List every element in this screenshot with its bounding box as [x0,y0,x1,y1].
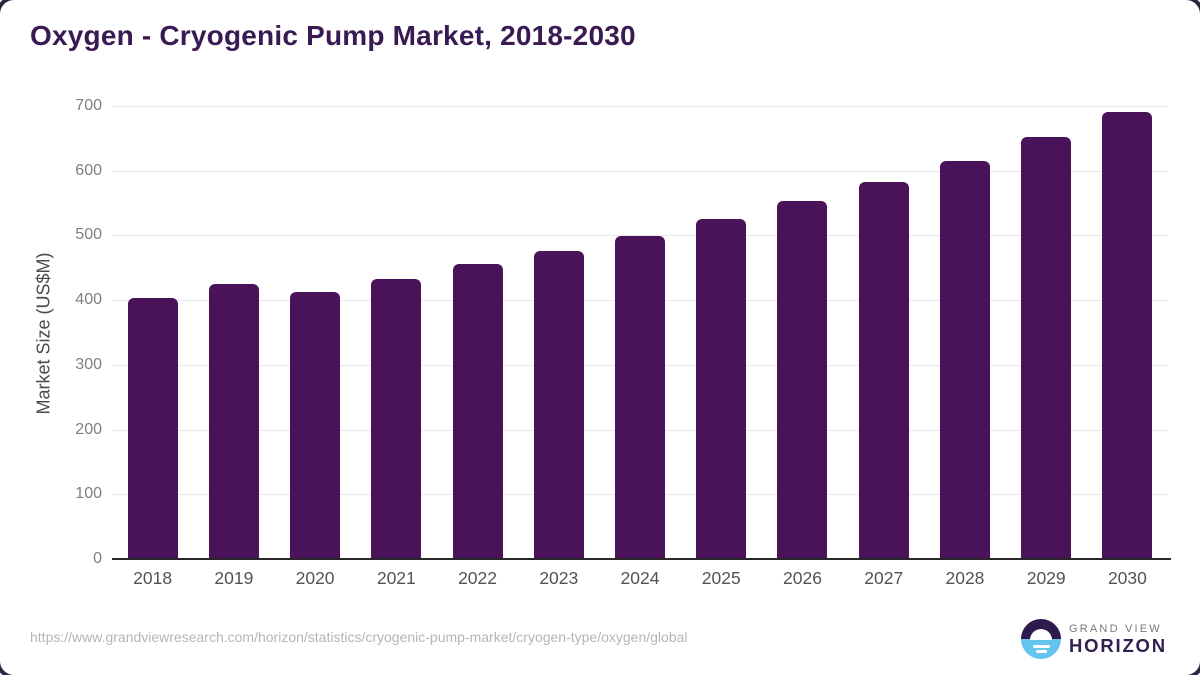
bars-layer [112,106,1168,559]
gridline-600 [112,170,1168,172]
y-tick-label-300: 300 [75,355,102,373]
x-axis-tick-labels: 2018 2019 2020 2021 2022 2023 2024 2025 2026 2027… [112,568,1168,589]
x-tick-label-2029: 2029 [1026,568,1066,588]
y-tick-label-400: 400 [75,291,102,309]
x-axis-line [112,558,1171,560]
gridline-700 [112,106,1168,107]
x-tick-label-2021: 2021 [376,568,416,588]
bar-slot-2026 [762,106,843,559]
bar-slot-2025 [681,106,762,559]
bar-slot-2021 [356,106,437,559]
x-tick-label-2022: 2022 [458,568,498,588]
horizon-sun-over-water-icon [1021,619,1061,659]
bar-slot-2030 [1087,106,1168,559]
chart-title: Oxygen - Cryogenic Pump Market, 2018-203… [30,20,636,51]
y-tick-label-600: 600 [75,161,102,179]
logo-sun-arch [1030,628,1052,640]
bar-2023[interactable] [533,250,584,559]
bar-slot-2020 [274,106,355,559]
logo-reflection-line-1 [1032,645,1050,648]
x-tick-label-2030: 2030 [1107,568,1147,588]
source-url: https://www.grandviewresearch.com/horizo… [30,629,688,645]
bar-2020[interactable] [290,291,341,559]
bar-2030[interactable] [1102,112,1153,559]
logo-product-name: HORIZON [1069,634,1167,656]
x-tick-label-2018: 2018 [133,568,173,588]
x-tick-label-2024: 2024 [620,568,660,588]
logo-brand-name: GRAND VIEW [1069,622,1162,635]
y-tick-label-0: 0 [93,550,102,567]
bar-slot-2028 [924,106,1005,559]
bar-2021[interactable] [371,278,422,559]
y-tick-label-200: 200 [75,420,102,438]
x-tick-label-2023: 2023 [539,568,579,588]
y-tick-label-700: 700 [75,97,102,114]
bar-2025[interactable] [696,219,747,559]
bar-2029[interactable] [1021,137,1072,559]
y-tick-label-100: 100 [75,485,102,503]
x-tick-label-2025: 2025 [701,568,741,588]
x-tick-label-2026: 2026 [783,568,822,588]
bar-slot-2019 [193,106,274,559]
x-tick-label-2020: 2020 [295,568,335,588]
y-axis-title: Market Size (US$M) [33,252,54,415]
bar-2022[interactable] [452,263,503,559]
bar-slot-2024 [599,106,680,559]
bar-slot-2023 [518,106,599,559]
bar-slot-2022 [437,106,518,559]
logo-reflection-line-2 [1035,650,1047,653]
bar-2024[interactable] [615,236,666,559]
x-tick-label-2028: 2028 [945,568,985,588]
bar-2027[interactable] [858,181,909,559]
logo-bottom-half [1021,639,1061,659]
bar-2026[interactable] [777,201,828,559]
bar-slot-2027 [843,106,924,559]
x-tick-label-2019: 2019 [214,568,254,588]
logo-text: GRAND VIEW HORIZON [1069,623,1167,656]
bar-2028[interactable] [939,161,990,559]
y-tick-label-500: 500 [75,226,102,244]
x-tick-label-2027: 2027 [864,568,904,588]
bar-2019[interactable] [208,283,259,559]
bar-slot-2018 [112,106,193,559]
plot-area [112,106,1168,559]
gridline-500 [112,235,1168,237]
grand-view-horizon-logo: GRAND VIEW HORIZON [1021,619,1167,659]
bar-slot-2029 [1006,106,1087,559]
bar-2018[interactable] [127,297,178,559]
